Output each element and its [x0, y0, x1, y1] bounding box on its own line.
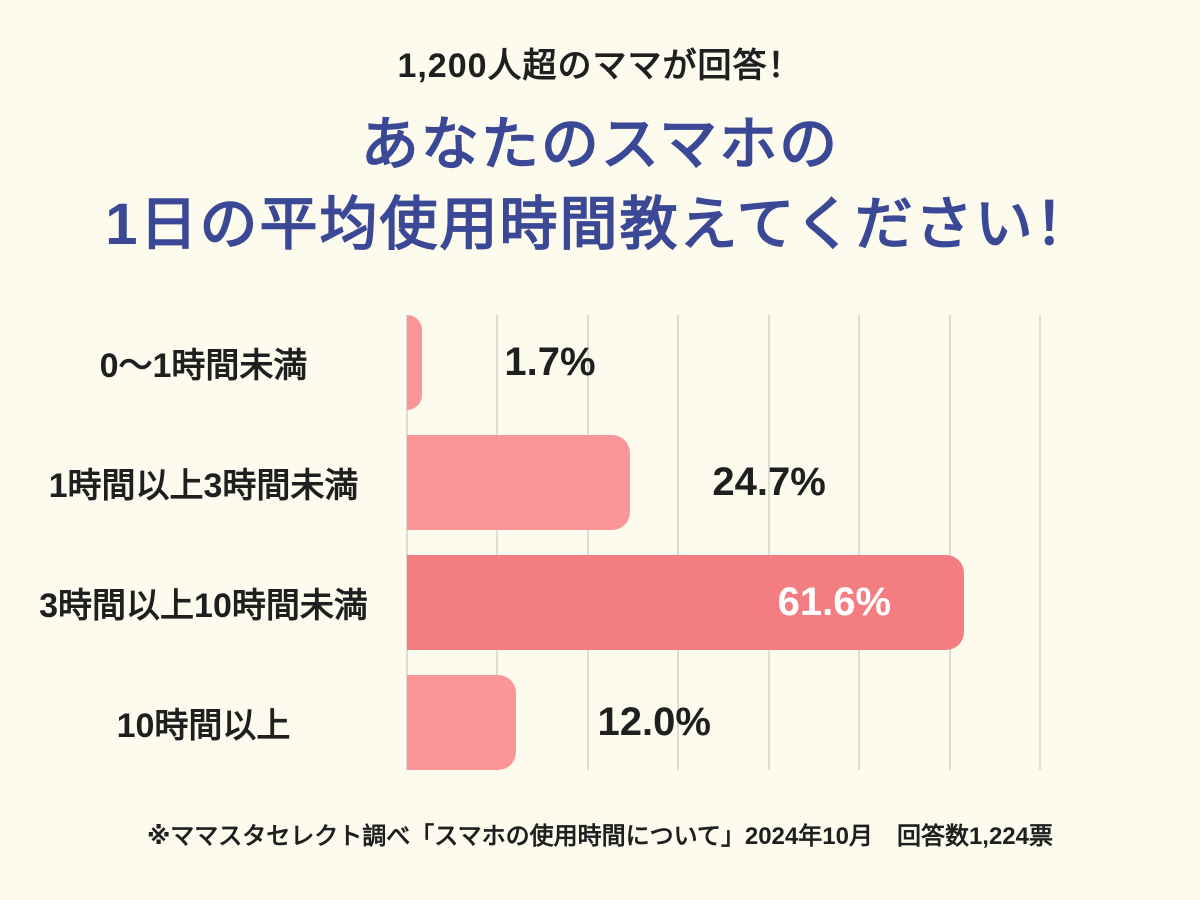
- chart-plot-area: 1.7% 24.7% 61.6% 12.0%: [406, 315, 1041, 770]
- bar-chart: 1.7% 24.7% 61.6% 12.0% 0〜1時間未満 1時間以上3時間未満 3時間…: [0, 315, 1200, 770]
- bar-1: [407, 315, 423, 410]
- chart-title-line1: あなたのスマホの: [360, 112, 840, 177]
- gridline-0: [406, 315, 408, 770]
- gridline-70: [1039, 315, 1041, 770]
- category-label-2: 1時間以上3時間未満: [48, 467, 359, 505]
- value-label-1: 1.7%: [504, 340, 596, 384]
- value-label-4: 12.0%: [597, 700, 711, 744]
- gridline-30: [677, 315, 680, 770]
- gridline-50: [858, 315, 861, 770]
- bar-4: [407, 675, 516, 770]
- source-note: ※ママスタセレクト調べ「スマホの使用時間について」2024年10月 回答数1,2…: [146, 823, 1054, 850]
- gridline-10: [496, 315, 499, 770]
- bar-3: [407, 555, 965, 650]
- survey-subtitle: 1,200人超のママが回答！: [397, 47, 803, 85]
- value-label-3: 61.6%: [777, 580, 892, 624]
- value-label-2: 24.7%: [712, 460, 826, 504]
- gridline-20: [586, 315, 589, 770]
- category-label-1: 0〜1時間未満: [99, 347, 308, 385]
- gridline-40: [767, 315, 770, 770]
- chart-title: あなたのスマホの 1日の平均使用時間教えてください！: [0, 105, 1200, 265]
- category-label-4: 10時間以上: [116, 707, 291, 745]
- bar-2: [407, 435, 631, 530]
- gridline-60: [948, 315, 951, 770]
- category-label-3: 3時間以上10時間未満: [39, 587, 368, 625]
- chart-title-line2: 1日の平均使用時間教えてください！: [105, 192, 1095, 257]
